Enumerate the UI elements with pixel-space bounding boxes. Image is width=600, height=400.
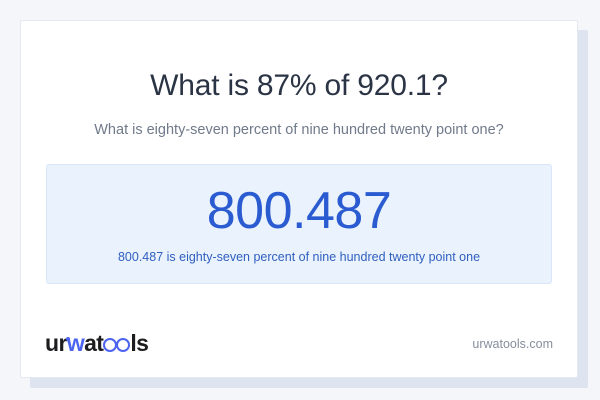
card-inner: What is 87% of 920.1? What is eighty-sev… <box>21 21 577 377</box>
logo-text-part-2: w <box>66 330 85 356</box>
urwatools-logo[interactable]: ur w at ls <box>45 330 149 356</box>
result-card: What is 87% of 920.1? What is eighty-sev… <box>20 20 578 378</box>
card-footer: ur w at ls urwatools.com <box>45 332 553 355</box>
logo-text-part-5: ls <box>130 330 149 356</box>
logo-text-part-1: ur <box>45 330 67 356</box>
footer-domain-label: urwatools.com <box>472 336 553 351</box>
page-subtitle: What is eighty-seven percent of nine hun… <box>94 122 504 138</box>
result-box: 800.487 800.487 is eighty-seven percent … <box>46 163 552 284</box>
logo-dot-icon <box>65 337 70 341</box>
result-value: 800.487 <box>206 181 392 240</box>
page-title: What is 87% of 920.1? <box>150 69 448 102</box>
logo-glasses-icon <box>103 333 131 352</box>
logo-text-part-3: at <box>84 330 104 356</box>
result-caption: 800.487 is eighty-seven percent of nine … <box>117 250 481 265</box>
